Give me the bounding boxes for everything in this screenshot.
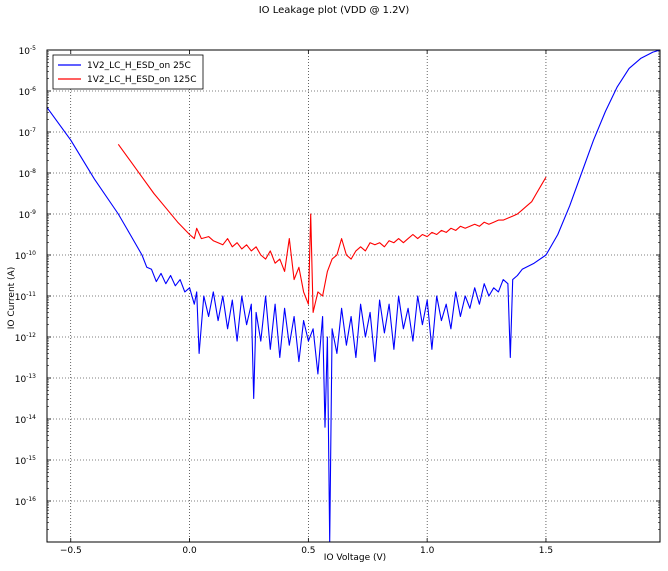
series-layer [47, 50, 660, 542]
y-tick-base: 10 [15, 457, 27, 467]
y-tick-label: 10-6 [19, 86, 37, 98]
y-tick-base: 10 [19, 129, 31, 139]
y-tick-label: 10-13 [15, 373, 36, 385]
y-tick-exponent: -11 [26, 291, 36, 298]
y-tick-exponent: -14 [26, 414, 36, 421]
y-tick-label: 10-11 [15, 291, 36, 303]
chart-title: IO Leakage plot (VDD @ 1.2V) [259, 5, 410, 16]
y-tick-base: 10 [15, 375, 27, 385]
legend-label-1: 1V2_LC_H_ESD_on 25C [87, 61, 191, 71]
y-tick-label: 10-14 [15, 414, 36, 426]
legend-box [52, 54, 204, 90]
y-axis-title: IO Current (A) [7, 267, 17, 329]
y-tick-exponent: -12 [26, 332, 36, 339]
y-tick-label: 10-7 [19, 127, 37, 139]
y-tick-base: 10 [19, 170, 31, 180]
y-tick-label: 10-9 [19, 209, 37, 221]
y-tick-label: 10-8 [19, 168, 37, 180]
y-tick-exponent: -8 [30, 168, 36, 175]
y-tick-base: 10 [15, 416, 27, 426]
y-tick-exponent: -5 [30, 45, 36, 52]
y-tick-base: 10 [15, 293, 27, 303]
x-tick-label: −0.5 [60, 546, 82, 556]
x-axis-title: IO Voltage (V) [324, 553, 386, 563]
y-tick-base: 10 [15, 334, 27, 344]
y-tick-label: 10-10 [15, 250, 36, 262]
y-tick-exponent: -6 [30, 86, 36, 93]
y-tick-exponent: -10 [26, 250, 36, 257]
series-line-2 [117, 143, 547, 313]
y-tick-base: 10 [15, 498, 27, 508]
y-tick-label: 10-15 [15, 455, 36, 467]
y-tick-base: 10 [19, 211, 31, 221]
x-tick-label: 1.5 [539, 546, 553, 556]
legend-label-2: 1V2_LC_H_ESD_on 125C [87, 75, 197, 85]
y-tick-base: 10 [19, 47, 31, 57]
y-tick-exponent: -13 [26, 373, 36, 380]
y-tick-exponent: -7 [30, 127, 36, 134]
legend: 1V2_LC_H_ESD_on 25C 1V2_LC_H_ESD_on 125C [52, 54, 204, 90]
x-tick-label: 0.0 [182, 546, 197, 556]
series-line-1 [47, 50, 660, 542]
x-tick-label: 1.0 [420, 546, 435, 556]
y-tick-base: 10 [19, 88, 31, 98]
y-tick-exponent: -15 [26, 455, 36, 462]
y-tick-exponent: -16 [26, 496, 36, 503]
y-tick-label: 10-5 [19, 45, 37, 57]
grid-lines [47, 49, 660, 542]
y-tick-label: 10-16 [15, 496, 36, 508]
axis-ticks: −0.5 0.0 0.5 1.0 1.510-510-610-710-810-910-1… [15, 45, 660, 556]
y-tick-base: 10 [15, 252, 27, 262]
x-tick-label: 0.5 [301, 546, 315, 556]
y-tick-exponent: -9 [30, 209, 36, 216]
y-tick-label: 10-12 [15, 332, 36, 344]
